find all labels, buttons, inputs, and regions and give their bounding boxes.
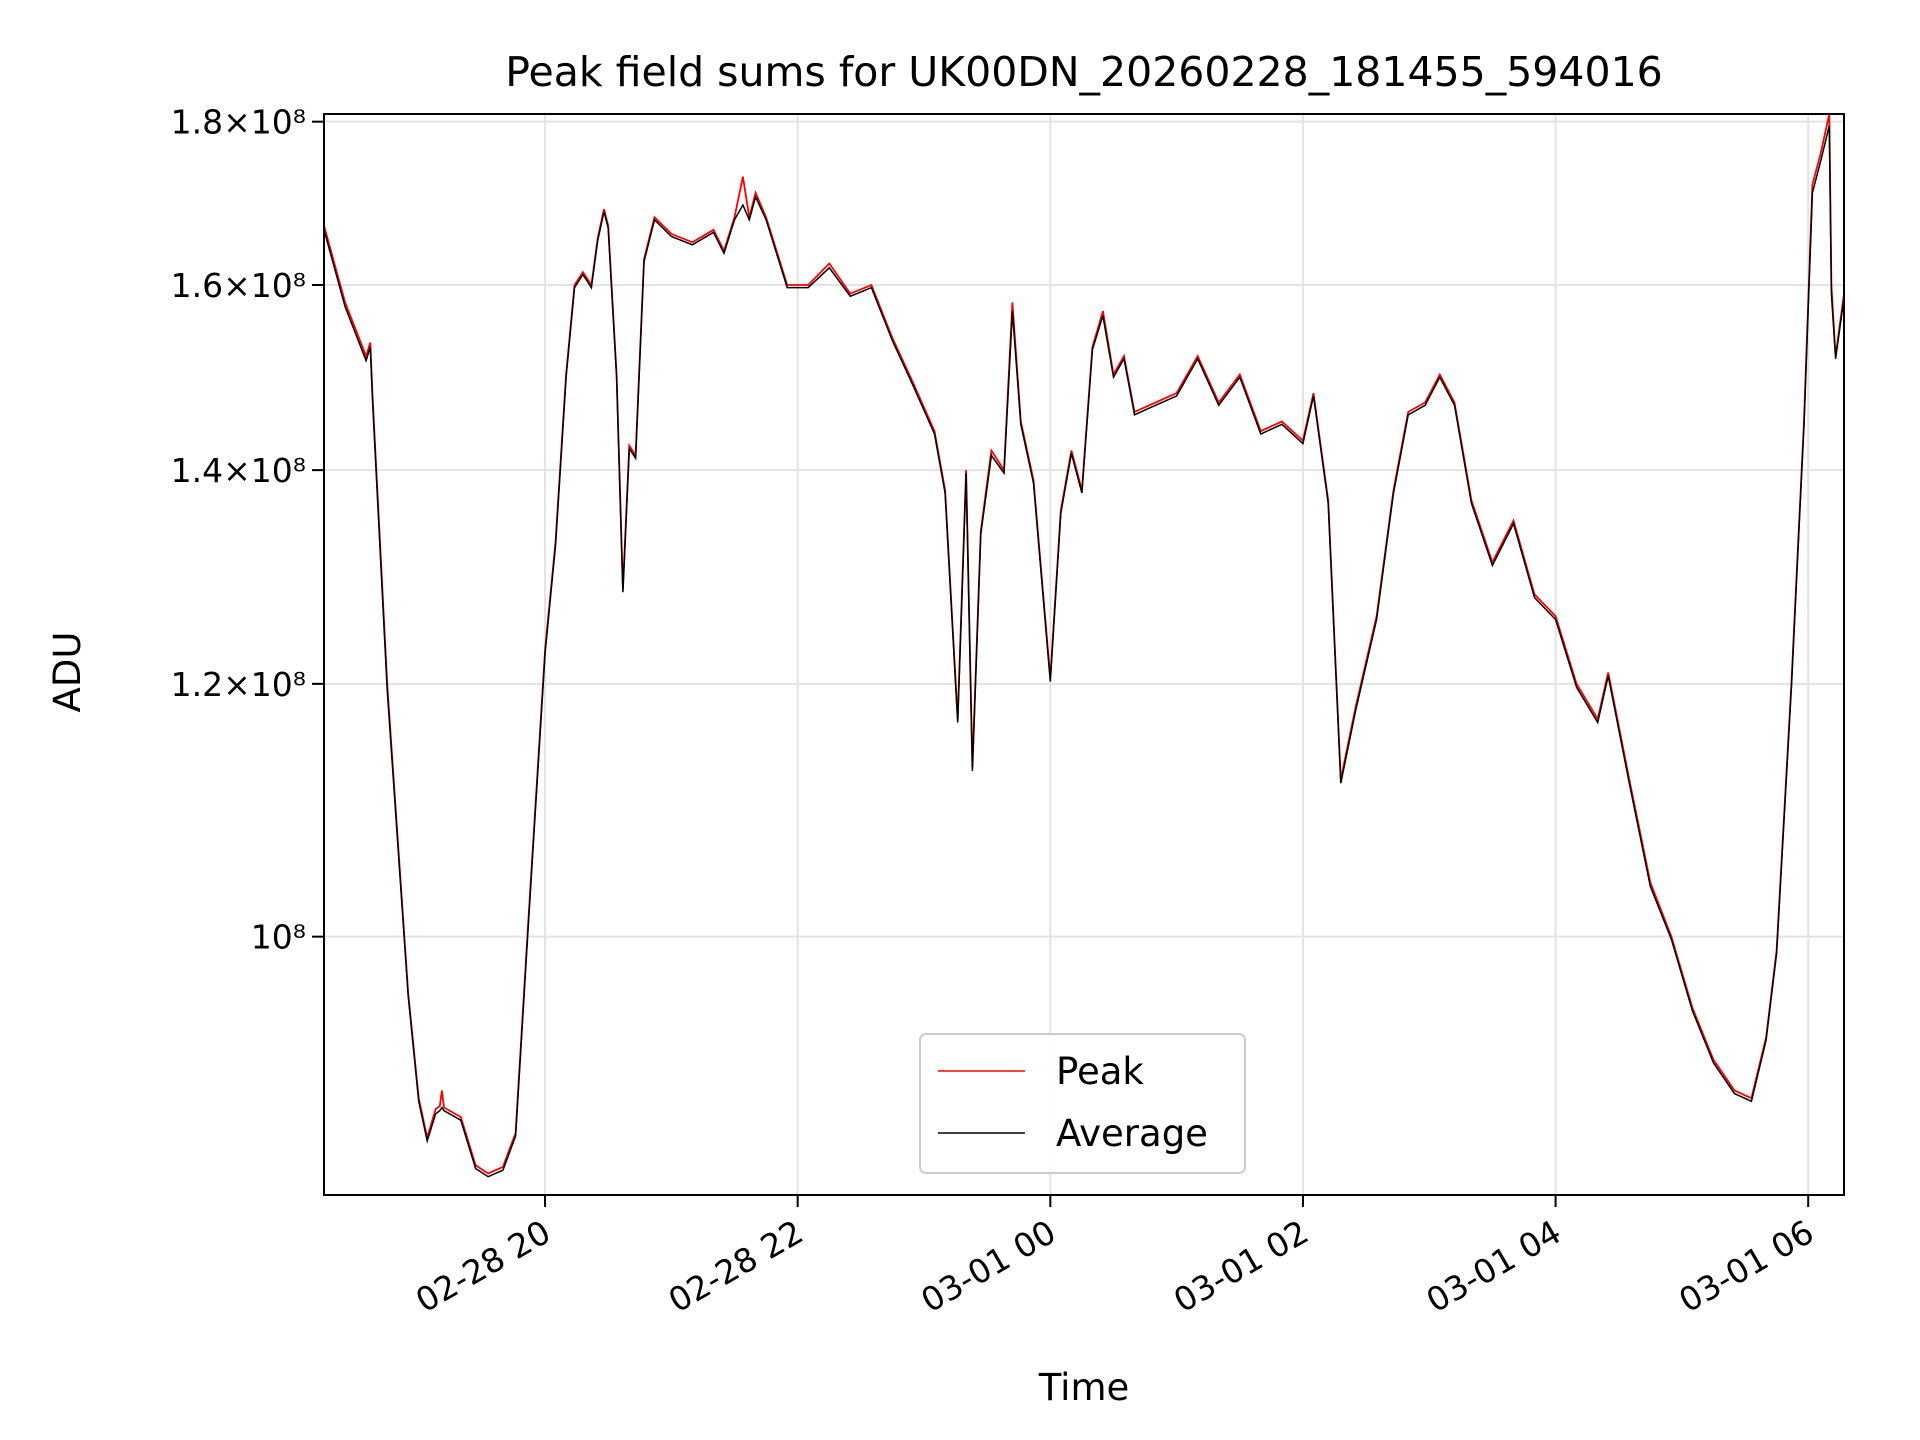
legend-box — [919, 1033, 1246, 1174]
chart-title: Peak field sums for UK00DN_20260228_1814… — [505, 48, 1663, 96]
y-tick-label: 10⁸ — [251, 918, 306, 957]
series-lines — [324, 114, 1844, 1178]
y-axis-label: ADU — [46, 632, 89, 713]
legend: Peak Average — [919, 1033, 1246, 1174]
legend-label-average: Average — [1056, 1112, 1208, 1155]
x-axis-label: Time — [1038, 1366, 1130, 1409]
series-line-average — [324, 125, 1844, 1178]
y-tick-label: 1.2×10⁸ — [171, 665, 306, 704]
y-tick-label: 1.6×10⁸ — [171, 266, 306, 305]
y-tick-label: 1.8×10⁸ — [171, 103, 306, 142]
y-tick-label: 1.4×10⁸ — [171, 451, 306, 490]
plot-frame — [323, 113, 1845, 1196]
legend-label-peak: Peak — [1056, 1050, 1144, 1093]
